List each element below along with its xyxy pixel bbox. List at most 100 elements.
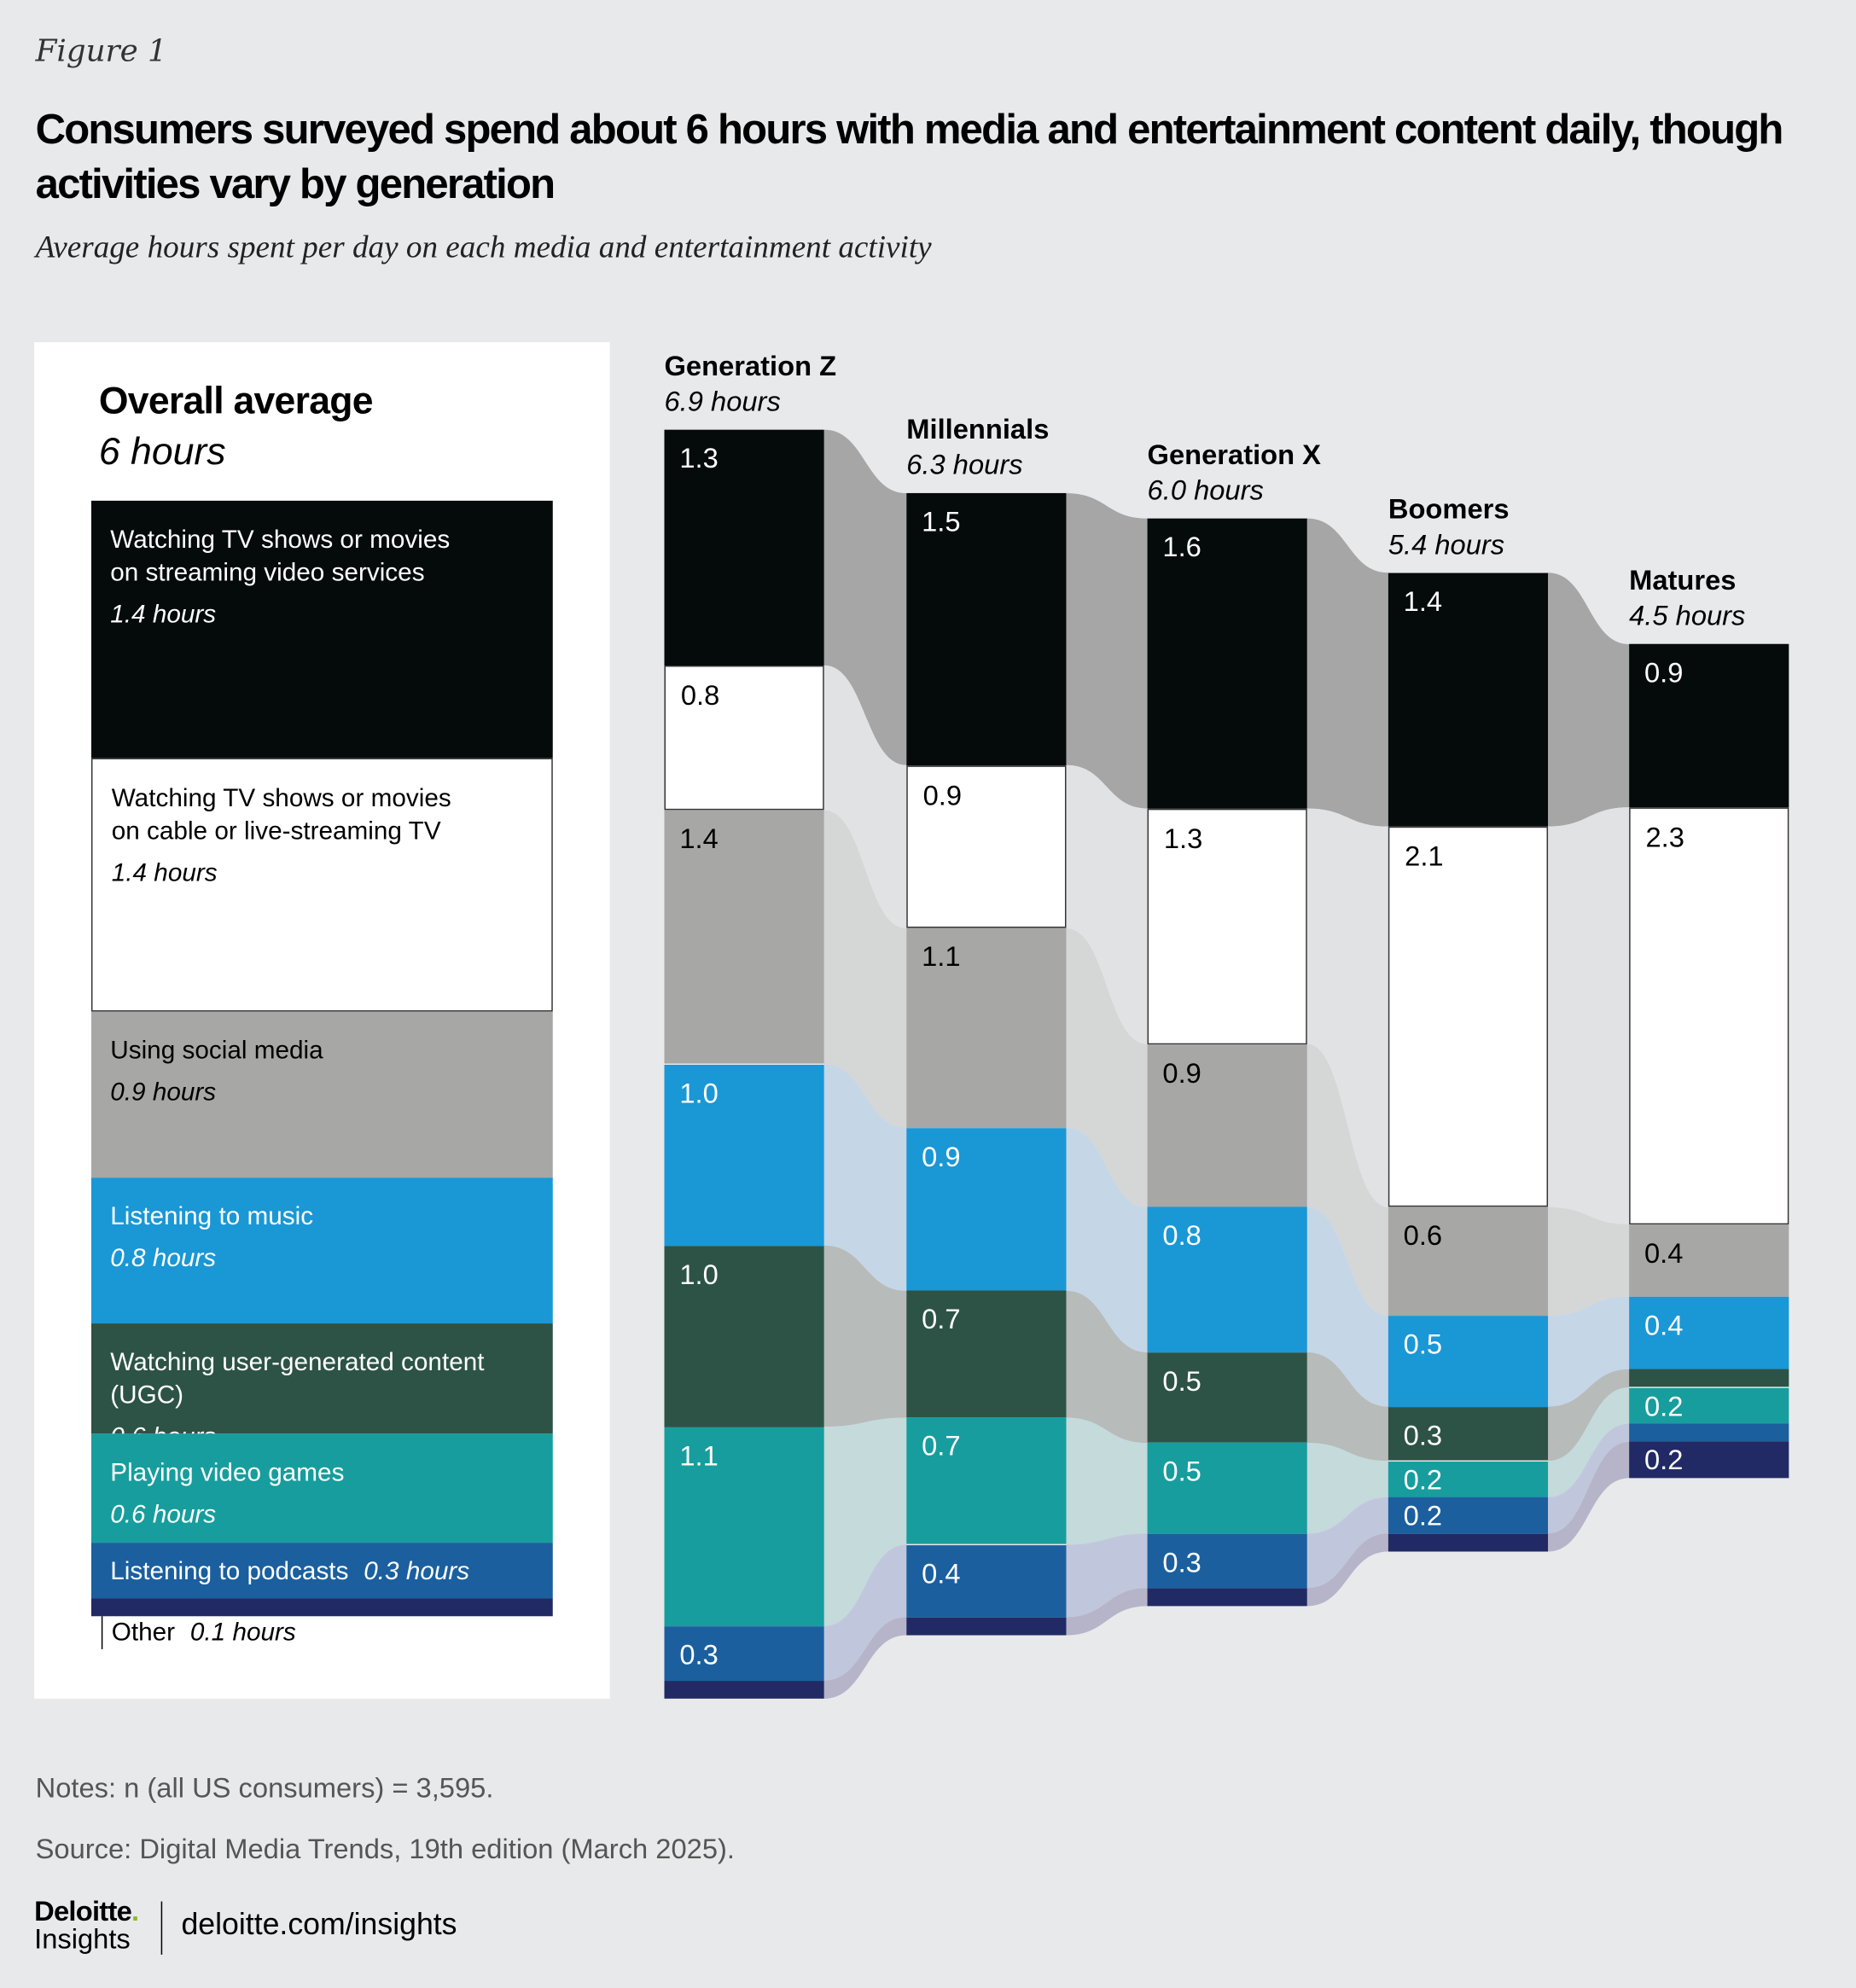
value-label: 1.6	[1162, 531, 1201, 563]
value-label: 0.5	[1403, 1328, 1443, 1361]
category-label: Listening to music	[110, 1202, 314, 1231]
value-label: 2.1	[1405, 840, 1444, 873]
bar-segment: 0.9	[906, 764, 1067, 928]
flow-band	[823, 429, 907, 765]
bar-segment	[1388, 1533, 1549, 1552]
bar-segment: 0.4	[906, 1544, 1067, 1618]
generation-header: Generation X 6.0 hours	[1148, 438, 1321, 509]
flow-band	[823, 810, 907, 1128]
category-hours: 0.6 hours	[110, 1501, 217, 1529]
value-label: 1.3	[679, 442, 719, 474]
value-label: 0.3	[1162, 1546, 1201, 1578]
flow-band	[823, 1245, 907, 1427]
generation-header: Boomers 5.4 hours	[1388, 491, 1510, 562]
bar-segment: 0.8	[1147, 1206, 1307, 1352]
bar-segment: 0.3	[1388, 1406, 1549, 1462]
bar-segment: 0.5	[1147, 1351, 1307, 1444]
category-label: Other	[111, 1619, 176, 1647]
value-label: 0.5	[1162, 1456, 1201, 1488]
bar-segment: 1.5	[906, 493, 1067, 765]
flow-band	[1306, 518, 1388, 827]
bar-segment: 0.5	[1388, 1316, 1549, 1407]
bar-segment: 0.3	[1147, 1533, 1307, 1589]
value-label: 0.9	[1162, 1056, 1201, 1089]
bar-segment: 0.8	[664, 665, 824, 811]
bar-segment: 0.2	[1629, 1387, 1789, 1424]
bar-segment: 1.0	[664, 1064, 824, 1246]
generation-name: Matures	[1629, 564, 1737, 596]
bar-segment	[906, 1617, 1067, 1636]
value-label: 0.2	[1403, 1499, 1443, 1532]
notes: Notes: n (all US consumers) = 3,595.	[35, 1772, 494, 1805]
url-link[interactable]: deloitte.com/insights	[181, 1907, 457, 1943]
value-label: 0.4	[922, 1557, 961, 1590]
bar-segment: 1.4	[1388, 573, 1549, 827]
flow-band	[1306, 808, 1388, 1207]
category-hours: 1.4 hours	[111, 859, 218, 887]
flow-band	[823, 1617, 907, 1699]
bar-segment: 1.0	[664, 1245, 824, 1427]
bar-segment: 0.5	[1147, 1443, 1307, 1534]
flow-band	[1548, 1387, 1630, 1497]
value-label: 0.3	[679, 1638, 719, 1671]
category-label: Watching user-generated content (UGC)	[110, 1348, 485, 1410]
flow-band	[1066, 1127, 1148, 1352]
category-hours: 0.1 hours	[189, 1619, 296, 1647]
flow-band	[1548, 1296, 1630, 1407]
value-label: 0.2	[1644, 1444, 1684, 1476]
category-hours: 0.8 hours	[110, 1244, 217, 1273]
bar-segment: 1.1	[906, 927, 1067, 1128]
flow-band	[1066, 1588, 1148, 1636]
value-label: 1.5	[922, 505, 961, 538]
bar-segment: 0.4	[1629, 1296, 1789, 1369]
value-label: 0.3	[1403, 1419, 1443, 1451]
overall-segment: Other 0.1 hours	[90, 1598, 553, 1649]
bar-segment: 1.4	[664, 810, 824, 1065]
category-hours: 0.9 hours	[110, 1078, 217, 1107]
value-label: 0.4	[1644, 1236, 1684, 1269]
category-label: Using social media	[110, 1037, 323, 1065]
flow-band	[823, 1417, 907, 1626]
generation-header: Millennials 6.3 hours	[906, 412, 1049, 483]
value-label: 0.6	[1403, 1219, 1443, 1252]
flow-band	[823, 665, 907, 928]
logo-divider	[160, 1901, 163, 1955]
category-hours: 1.4 hours	[110, 601, 217, 629]
overall-segment: Listening to podcasts 0.3 hours	[90, 1543, 553, 1599]
generation-total: 6.3 hours	[906, 449, 1023, 481]
generation-total: 4.5 hours	[1629, 600, 1746, 632]
value-label: 0.9	[922, 779, 963, 811]
value-label: 0.9	[922, 1140, 961, 1172]
value-label: 1.4	[679, 823, 719, 855]
overall-segment: Watching user-generated content (UGC)0.6…	[90, 1323, 553, 1451]
category-label: Watching TV shows or movies on cable or l…	[111, 784, 451, 846]
value-label: 1.0	[679, 1258, 719, 1290]
value-label: 1.1	[679, 1439, 719, 1472]
bar-segment: 0.9	[906, 1127, 1067, 1291]
overall-segment: Watching TV shows or movies on cable or l…	[90, 758, 553, 1012]
flow-band	[1306, 1043, 1388, 1317]
bar-segment	[1147, 1588, 1307, 1607]
overall-segment: Playing video games 0.6 hours	[90, 1433, 553, 1543]
overall-title: Overall average	[98, 380, 374, 422]
category-label: Listening to podcasts	[110, 1557, 349, 1586]
flow-band	[1548, 807, 1630, 1224]
bar-segment: 0.2	[1388, 1497, 1549, 1534]
flow-band	[1548, 1423, 1630, 1534]
category-label: Watching TV shows or movies on streaming …	[110, 526, 451, 587]
category-label: Playing video games	[110, 1459, 345, 1487]
value-label: 1.4	[1403, 585, 1443, 618]
category-hours: 0.3 hours	[364, 1557, 470, 1586]
value-label: 0.5	[1162, 1364, 1201, 1397]
bar-segment: 0.2	[1629, 1441, 1789, 1479]
value-label: 1.3	[1163, 822, 1203, 855]
bar-segment: 0.7	[906, 1417, 1067, 1545]
bar-segment: 1.6	[1147, 518, 1307, 809]
overall-subtitle: 6 hours	[98, 431, 226, 474]
flow-band	[823, 1064, 907, 1291]
deloitte-logo: Deloitte. Insights	[34, 1895, 139, 1955]
bar-segment: 2.1	[1388, 826, 1549, 1207]
flow-band	[1066, 1290, 1148, 1444]
